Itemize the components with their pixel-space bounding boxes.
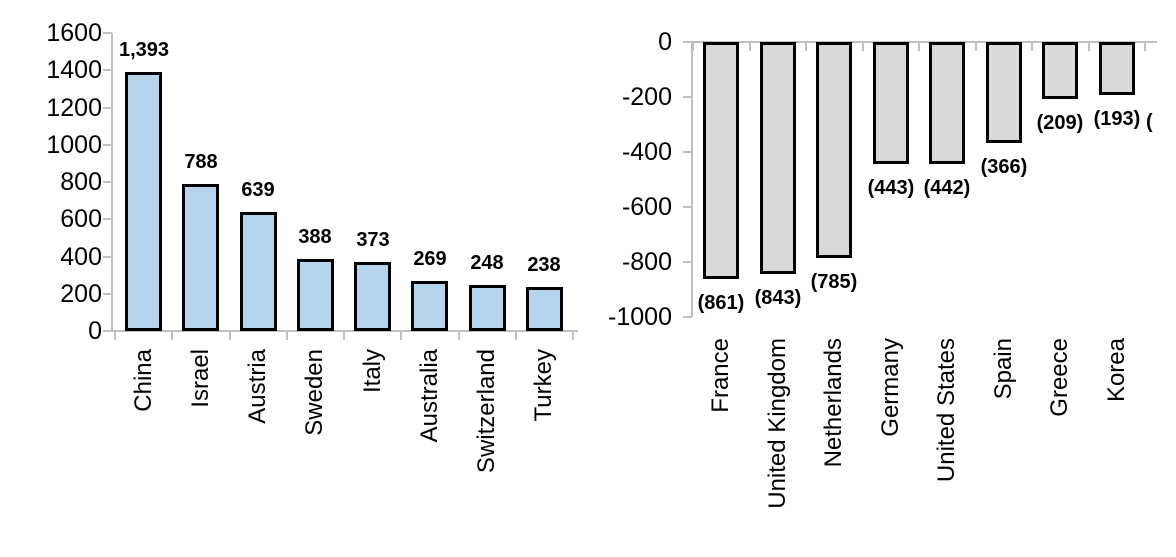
bar-value-label: (861) xyxy=(697,292,745,314)
y-axis-tick-mark xyxy=(103,106,112,109)
category-label: United Kingdom xyxy=(764,338,791,509)
x-axis-tick-mark xyxy=(400,331,403,340)
x-axis-tick-mark xyxy=(228,331,231,340)
category-label: Spain xyxy=(990,338,1017,400)
truncated-next-value-label: ( xyxy=(1146,111,1153,133)
bar-value-label: 388 xyxy=(298,226,332,248)
x-axis-line xyxy=(684,41,1157,43)
bar-value-label: 639 xyxy=(241,179,275,201)
y-axis-tick-mark xyxy=(103,255,112,258)
x-axis-tick-mark xyxy=(457,331,460,340)
bar xyxy=(354,262,391,331)
x-axis-tick-mark xyxy=(861,42,864,51)
x-axis-tick-mark xyxy=(748,42,751,51)
x-axis-tick-mark xyxy=(1144,42,1146,51)
y-axis-tick-mark xyxy=(103,330,112,332)
bar xyxy=(240,212,277,331)
bar-value-label: 373 xyxy=(356,229,390,251)
y-axis-line xyxy=(691,42,693,317)
bar xyxy=(986,42,1022,143)
bar-value-label: (366) xyxy=(980,156,1028,178)
x-axis-line xyxy=(104,330,578,332)
bar xyxy=(297,259,334,331)
x-axis-tick-mark xyxy=(1087,42,1090,51)
bar xyxy=(873,42,909,164)
y-axis-tick-label: 1400 xyxy=(46,56,102,85)
bar xyxy=(760,42,796,274)
bar-value-label: 238 xyxy=(527,254,561,276)
bar xyxy=(411,281,448,331)
y-axis-tick-mark xyxy=(103,69,112,72)
y-axis-tick-label: -400 xyxy=(621,138,672,166)
y-axis-tick-mark xyxy=(683,96,692,98)
y-axis-line xyxy=(111,33,113,331)
x-axis-tick-mark xyxy=(1031,42,1033,51)
category-label: France xyxy=(707,338,734,413)
y-axis-tick-label: 200 xyxy=(60,279,102,308)
y-axis-tick-mark xyxy=(683,41,692,43)
y-axis-tick-label: 0 xyxy=(88,317,102,345)
bar-value-label: 248 xyxy=(470,252,504,274)
x-axis-tick-mark xyxy=(114,331,116,340)
y-axis-tick-label: -600 xyxy=(621,193,672,221)
bar xyxy=(526,287,563,331)
bar-value-label: (443) xyxy=(867,177,915,199)
bar-value-label: (442) xyxy=(923,177,971,199)
x-axis-tick-mark xyxy=(805,42,807,51)
y-axis-tick-mark xyxy=(103,32,112,34)
bar-value-label: 788 xyxy=(184,151,218,173)
category-label: Germany xyxy=(877,338,904,437)
bar xyxy=(125,72,162,331)
x-axis-tick-mark xyxy=(514,331,517,340)
bar-value-label: 269 xyxy=(413,248,447,270)
category-label: Korea xyxy=(1103,338,1130,403)
y-axis-tick-label: 800 xyxy=(60,168,102,196)
bar xyxy=(703,42,739,279)
y-axis-tick-mark xyxy=(103,181,112,183)
bar-value-label: (843) xyxy=(754,287,802,309)
x-axis-tick-mark xyxy=(171,331,174,340)
x-axis-tick-mark xyxy=(918,42,920,51)
y-axis-tick-label: 0 xyxy=(658,28,672,56)
y-axis-tick-label: -1000 xyxy=(608,303,672,331)
y-axis-tick-mark xyxy=(683,316,692,318)
y-axis-tick-label: 1200 xyxy=(46,93,102,122)
y-axis-tick-mark xyxy=(103,218,112,221)
y-axis-tick-mark xyxy=(683,206,692,208)
x-axis-tick-mark xyxy=(285,331,288,340)
x-axis-tick-mark xyxy=(572,331,574,340)
category-label: Netherlands xyxy=(820,338,847,468)
y-axis-tick-mark xyxy=(103,143,112,146)
y-axis-tick-mark xyxy=(103,292,112,295)
bar-value-label: (193) xyxy=(1093,108,1141,130)
y-axis-tick-mark xyxy=(683,261,692,263)
bar xyxy=(1042,42,1078,99)
bar-value-label: (209) xyxy=(1036,112,1084,134)
bar xyxy=(816,42,852,258)
bar xyxy=(1099,42,1135,95)
y-axis-tick-label: 1000 xyxy=(46,130,102,159)
category-label: United States xyxy=(933,338,960,483)
category-label: Greece xyxy=(1046,338,1073,417)
x-axis-tick-mark xyxy=(974,42,977,51)
bar xyxy=(469,285,506,331)
y-axis-tick-label: 1600 xyxy=(46,19,102,47)
y-axis-tick-label: -200 xyxy=(621,83,672,111)
y-axis-tick-label: 600 xyxy=(60,205,102,234)
x-axis-tick-mark xyxy=(343,331,345,340)
y-axis-tick-label: -800 xyxy=(621,248,672,276)
y-axis-tick-label: 400 xyxy=(60,242,102,271)
bar xyxy=(182,184,219,331)
bar-value-label: (785) xyxy=(810,271,858,293)
x-axis-tick-mark xyxy=(692,42,694,51)
bar xyxy=(929,42,965,164)
y-axis-tick-mark xyxy=(683,151,692,153)
bar-value-label: 1,393 xyxy=(118,39,170,61)
